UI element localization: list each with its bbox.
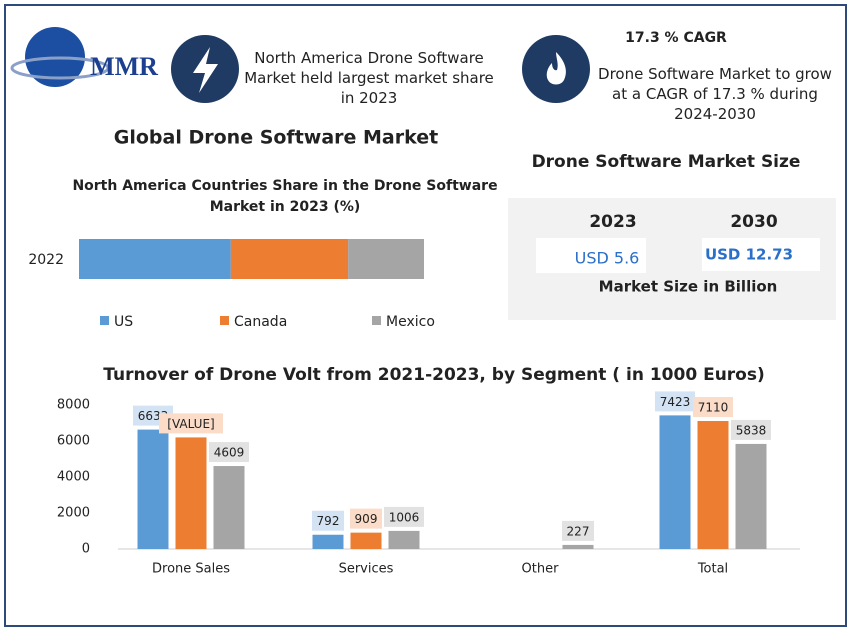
icon-circle xyxy=(522,35,590,103)
frame xyxy=(4,4,847,627)
orbit xyxy=(10,56,110,80)
data-label: 5838 xyxy=(736,423,767,437)
flame-icon xyxy=(546,52,566,85)
label-box xyxy=(731,419,771,440)
y-tick-label: 4000 xyxy=(57,470,90,485)
data-label: 7110 xyxy=(698,401,729,415)
bar xyxy=(697,421,729,549)
bar-segment xyxy=(348,239,424,279)
y-tick-label: 6000 xyxy=(57,434,90,449)
bar xyxy=(735,443,767,549)
size-note: Market Size in Billion xyxy=(599,278,778,296)
label-box xyxy=(350,508,382,529)
year: 2023 xyxy=(589,212,636,232)
legend-swatch xyxy=(372,316,381,325)
bar xyxy=(350,532,382,549)
bar xyxy=(659,415,691,549)
cagr-title: 17.3 % CAGR xyxy=(625,30,727,46)
data-label: [VALUE] xyxy=(167,417,214,431)
bar-segment xyxy=(79,239,231,279)
legend-label: Mexico xyxy=(386,314,435,330)
chart-title: Turnover of Drone Volt from 2021-2023, b… xyxy=(103,365,765,385)
bar xyxy=(388,530,420,549)
bar xyxy=(175,437,207,549)
x-tick-label: Other xyxy=(522,562,560,577)
x-tick-label: Drone Sales xyxy=(152,562,230,577)
label-box xyxy=(312,510,344,531)
x-tick-label: Total xyxy=(697,562,728,577)
x-tick-label: Services xyxy=(339,562,394,577)
data-label: 4609 xyxy=(214,446,245,460)
bar xyxy=(137,429,169,549)
highlight-text: North America Drone Software Market held… xyxy=(244,49,494,107)
label-box xyxy=(384,506,424,527)
y-tick-label: 8000 xyxy=(57,398,90,413)
data-label: 227 xyxy=(567,524,590,538)
legend-label: US xyxy=(114,314,133,330)
label-box xyxy=(655,391,695,412)
data-label: 909 xyxy=(355,512,378,526)
label-box xyxy=(562,520,594,541)
bar-segment xyxy=(230,239,349,279)
label-box xyxy=(159,413,223,434)
y-tick-label: 0 xyxy=(82,542,90,557)
cagr-text: Drone Software Market to grow at a CAGR … xyxy=(598,65,832,123)
size-title: Drone Software Market Size xyxy=(532,152,801,172)
legend-swatch xyxy=(100,316,109,325)
main-title: Global Drone Software Market xyxy=(114,127,438,149)
data-label: 7423 xyxy=(660,395,691,409)
year: 2030 xyxy=(730,212,777,232)
bolt-icon xyxy=(193,47,218,93)
amount-box xyxy=(702,238,820,271)
label-box xyxy=(693,397,733,418)
data-label: 792 xyxy=(317,514,340,528)
logo: MMR xyxy=(90,52,158,81)
amount-box xyxy=(536,238,646,273)
bar xyxy=(312,534,344,549)
amount: USD 12.73 xyxy=(705,246,793,264)
legend-label: Canada xyxy=(234,314,287,330)
amount: USD 5.6 xyxy=(575,249,640,268)
y-tick-label: 2000 xyxy=(57,506,90,521)
legend-swatch xyxy=(220,316,229,325)
chart-title: North America Countries Share in the Dro… xyxy=(72,178,498,215)
bar xyxy=(562,544,594,549)
label-box xyxy=(209,442,249,463)
data-label: 1006 xyxy=(389,510,420,524)
bar xyxy=(213,466,245,549)
y-tick-label: 2022 xyxy=(28,252,64,268)
